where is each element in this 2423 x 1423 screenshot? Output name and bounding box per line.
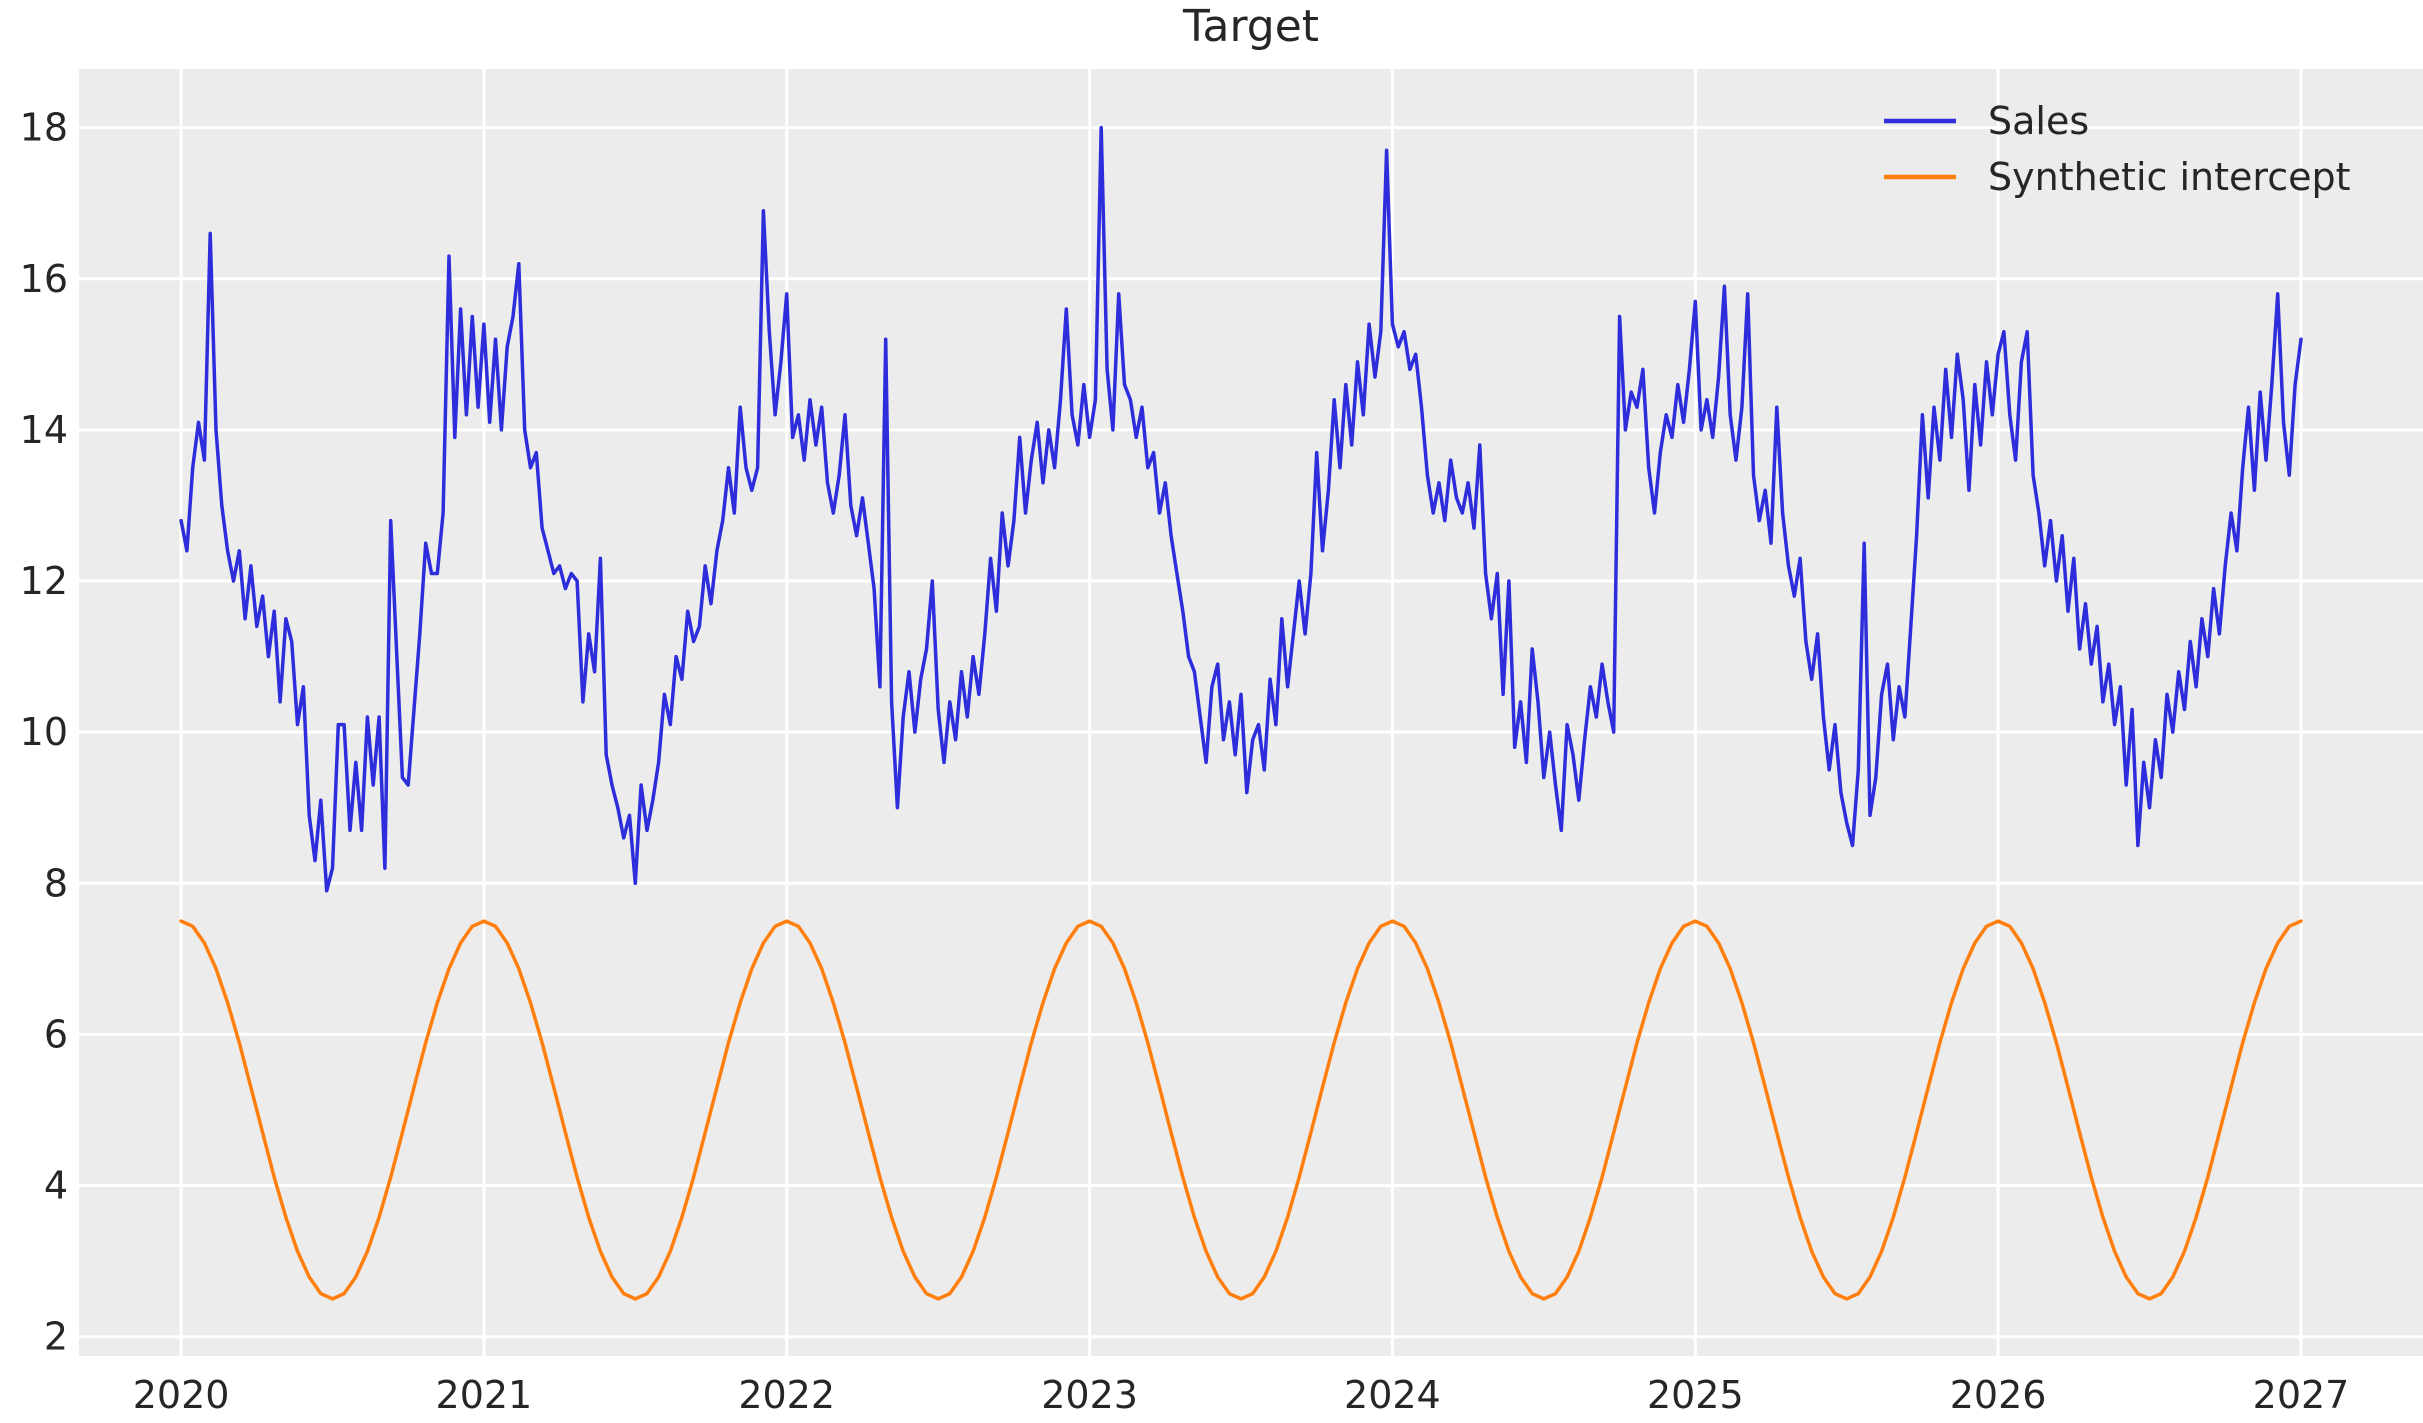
x-tick-label: 2025 bbox=[1647, 1373, 1744, 1417]
y-tick-label: 4 bbox=[44, 1164, 68, 1208]
y-tick-label: 6 bbox=[44, 1012, 68, 1056]
chart-title: Target bbox=[1182, 1, 1319, 52]
x-tick-label: 2022 bbox=[738, 1373, 835, 1417]
y-tick-label: 10 bbox=[20, 710, 68, 754]
gridlines bbox=[79, 69, 2423, 1356]
x-tick-label: 2024 bbox=[1344, 1373, 1441, 1417]
series-line-sales bbox=[179, 125, 2303, 893]
y-tick-label: 2 bbox=[44, 1315, 68, 1359]
x-tick-label: 2026 bbox=[1950, 1373, 2047, 1417]
y-tick-label: 16 bbox=[20, 257, 68, 301]
legend: Sales Synthetic intercept bbox=[1884, 99, 2350, 199]
legend-label: Sales bbox=[1988, 99, 2089, 143]
plot-area bbox=[79, 69, 2423, 1356]
x-tick-label: 2020 bbox=[133, 1373, 230, 1417]
y-axis-tick-labels: 2 4 6 8 10 12 14 16 18 bbox=[20, 106, 68, 1359]
series-lines bbox=[179, 125, 2303, 1301]
x-axis-tick-labels: 2020 2021 2022 2023 2024 2025 2026 2027 bbox=[133, 1373, 2350, 1417]
x-tick-label: 2027 bbox=[2253, 1373, 2350, 1417]
y-tick-label: 18 bbox=[20, 106, 68, 150]
x-tick-label: 2023 bbox=[1041, 1373, 1138, 1417]
x-tick-label: 2021 bbox=[436, 1373, 533, 1417]
legend-label: Synthetic intercept bbox=[1988, 155, 2350, 199]
y-tick-label: 12 bbox=[20, 559, 68, 603]
y-tick-label: 8 bbox=[44, 861, 68, 905]
series-line-synthetic-intercept bbox=[179, 919, 2303, 1301]
y-tick-label: 14 bbox=[20, 408, 68, 452]
